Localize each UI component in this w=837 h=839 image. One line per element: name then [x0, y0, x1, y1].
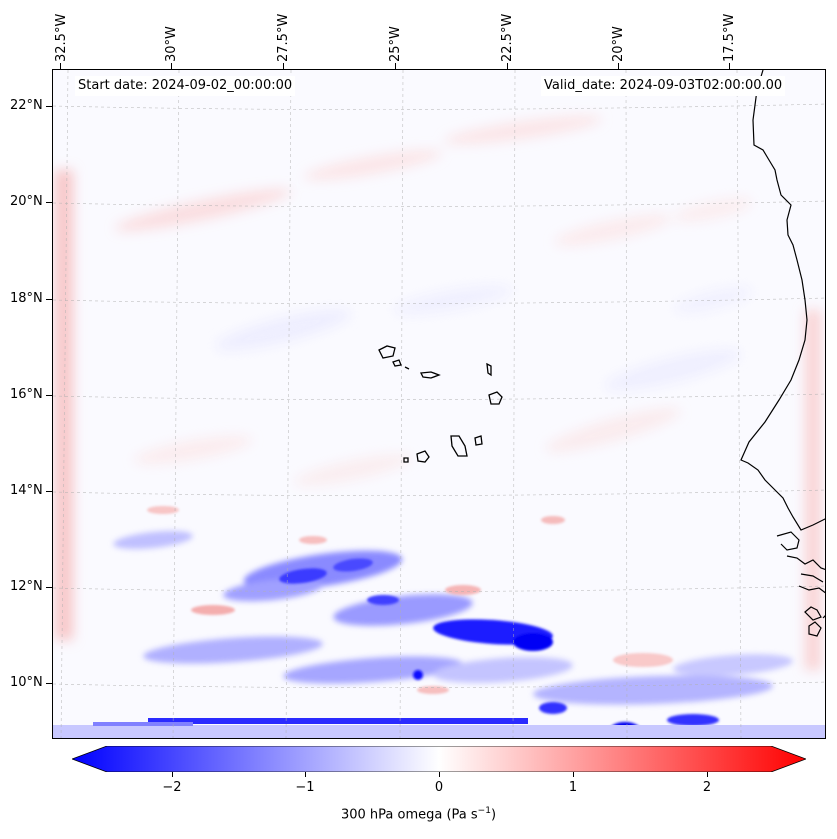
omega-field	[53, 70, 825, 738]
lat-tick	[46, 202, 52, 203]
colorbar	[72, 746, 806, 772]
lon-label-32-5w: 32.5°W	[54, 13, 69, 62]
lat-tick	[46, 683, 52, 684]
lat-label-20n: 20°N	[10, 194, 43, 209]
islands-coastline	[378, 345, 503, 463]
start-date-label: Start date: 2024-09-02_00:00:00	[75, 76, 296, 96]
lon-label-30w: 30°W	[164, 26, 179, 62]
colorbar-title: 300 hPa omega (Pa s−1)	[0, 806, 837, 822]
lon-tick	[618, 63, 619, 69]
lon-tick	[60, 63, 61, 69]
lon-label-17-5w: 17.5°W	[722, 13, 737, 62]
lon-label-22-5w: 22.5°W	[500, 13, 515, 62]
lon-label-27-5w: 27.5°W	[276, 13, 291, 62]
lon-tick	[729, 63, 730, 69]
lat-tick	[46, 299, 52, 300]
colorbar-gradient	[72, 746, 806, 772]
lon-tick	[395, 63, 396, 69]
lat-tick	[46, 587, 52, 588]
lat-label-22n: 22°N	[10, 98, 43, 113]
colorbar-label-neg2: −2	[162, 780, 182, 795]
lon-label-20w: 20°W	[611, 26, 626, 62]
lon-tick	[507, 63, 508, 69]
lat-tick	[46, 106, 52, 107]
colorbar-tick	[573, 772, 574, 777]
colorbar-label-neg1: −1	[295, 780, 315, 795]
lon-label-25w: 25°W	[388, 26, 403, 62]
lat-tick	[46, 491, 52, 492]
colorbar-label-1: 1	[568, 780, 578, 795]
lat-label-10n: 10°N	[10, 675, 43, 690]
lat-label-14n: 14°N	[10, 483, 43, 498]
lon-tick	[283, 63, 284, 69]
map-panel[interactable]	[52, 69, 826, 739]
lat-tick	[46, 395, 52, 396]
colorbar-title-main: 300 hPa omega (Pa s	[340, 807, 478, 823]
colorbar-tick	[707, 772, 708, 777]
colorbar-tick	[439, 772, 440, 777]
colorbar-label-2: 2	[702, 780, 712, 795]
colorbar-title-exponent: −1	[477, 806, 491, 816]
africa-coastline	[740, 70, 825, 637]
lat-label-12n: 12°N	[10, 579, 43, 594]
lon-tick	[171, 63, 172, 69]
colorbar-tick	[305, 772, 306, 777]
colorbar-tick	[172, 772, 173, 777]
lat-label-18n: 18°N	[10, 291, 43, 306]
lat-label-16n: 16°N	[10, 387, 43, 402]
valid-date-label: Valid_date: 2024-09-03T02:00:00.00	[541, 76, 786, 96]
colorbar-title-end: )	[490, 807, 497, 823]
colorbar-label-0: 0	[434, 780, 444, 795]
